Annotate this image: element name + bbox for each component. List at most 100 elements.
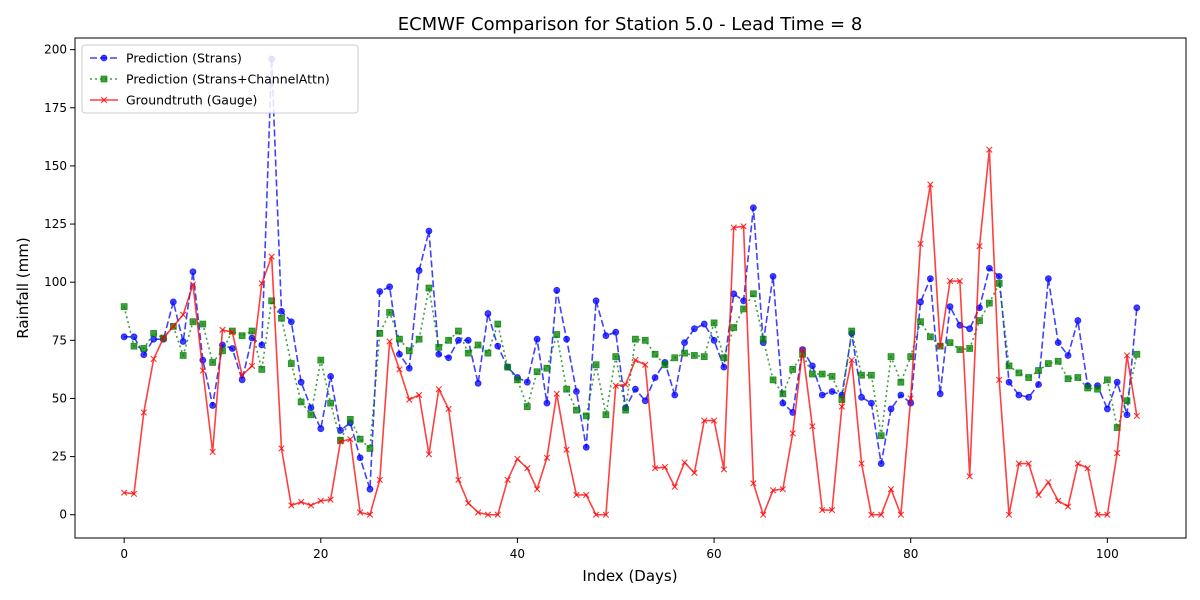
- data-point: [1133, 350, 1141, 358]
- data-point: [1025, 460, 1032, 467]
- data-point: [632, 335, 639, 343]
- data-point: [1015, 460, 1023, 467]
- data-point: [582, 412, 590, 420]
- data-point: [917, 240, 924, 248]
- x-tick-label: 0: [120, 547, 128, 561]
- data-point: [760, 511, 767, 518]
- data-point: [366, 485, 374, 493]
- data-point: [474, 379, 482, 387]
- data-point: [425, 227, 433, 235]
- data-point: [573, 491, 580, 499]
- data-point: [209, 448, 216, 456]
- data-point: [769, 376, 777, 384]
- data-point: [130, 490, 138, 498]
- data-point: [219, 347, 226, 355]
- data-point: [396, 366, 403, 373]
- data-point: [317, 497, 324, 504]
- data-point: [238, 332, 246, 340]
- data-point: [808, 362, 816, 370]
- data-point: [867, 399, 875, 407]
- y-axis-label: Rainfall (mm): [14, 237, 32, 338]
- data-point: [769, 487, 777, 494]
- data-point: [523, 378, 531, 386]
- data-point: [1133, 304, 1141, 312]
- legend-entry-2: Prediction (Strans+ChannelAttn): [90, 72, 330, 87]
- data-point: [1035, 367, 1042, 374]
- data-point: [130, 342, 138, 350]
- data-point: [730, 224, 737, 231]
- data-point: [1035, 491, 1042, 499]
- data-point: [946, 303, 954, 311]
- data-point: [1015, 369, 1023, 377]
- data-point: [789, 365, 797, 373]
- data-point: [612, 382, 619, 389]
- data-point: [405, 364, 413, 372]
- y-tick-label: 200: [44, 43, 67, 57]
- data-point: [917, 318, 924, 326]
- data-point: [700, 320, 708, 328]
- data-point: [287, 318, 295, 326]
- data-point: [701, 417, 708, 424]
- data-point: [415, 391, 423, 399]
- data-point: [543, 364, 551, 372]
- data-point: [868, 511, 875, 518]
- series-line: [124, 148, 1138, 516]
- data-point: [209, 402, 217, 409]
- data-point: [474, 341, 482, 349]
- data-point: [563, 385, 570, 393]
- data-point: [985, 264, 993, 272]
- data-point: [612, 328, 620, 336]
- data-point: [858, 393, 865, 401]
- data-point: [671, 483, 678, 491]
- data-point: [877, 460, 885, 467]
- chart-title: ECMWF Comparison for Station 5.0 - Lead …: [398, 14, 863, 35]
- data-point: [455, 327, 462, 335]
- data-point: [1045, 478, 1052, 486]
- data-point: [936, 390, 944, 398]
- data-point: [867, 371, 875, 379]
- data-point: [887, 485, 895, 493]
- data-point: [661, 463, 669, 471]
- data-point: [858, 371, 865, 379]
- legend-marker: [100, 75, 108, 83]
- data-point: [641, 336, 649, 344]
- data-point: [327, 372, 335, 380]
- data-point: [1044, 360, 1052, 367]
- data-point: [179, 311, 187, 318]
- data-point: [651, 465, 659, 472]
- data-point: [347, 435, 354, 443]
- data-point: [789, 430, 796, 437]
- data-point: [927, 181, 934, 188]
- data-point: [1055, 497, 1062, 504]
- data-point: [445, 336, 453, 344]
- data-point: [956, 346, 964, 354]
- data-point: [995, 279, 1003, 287]
- data-point: [740, 305, 747, 313]
- series-layer: [120, 55, 1141, 518]
- data-point: [887, 405, 895, 413]
- data-point: [818, 370, 826, 378]
- data-point: [1103, 405, 1111, 413]
- data-point: [1074, 460, 1082, 467]
- data-point: [445, 405, 452, 413]
- data-point: [651, 374, 659, 381]
- data-point: [710, 319, 718, 327]
- data-point: [838, 403, 846, 410]
- data-point: [248, 362, 256, 370]
- data-point: [356, 435, 364, 443]
- data-point: [887, 353, 895, 361]
- data-point: [484, 310, 492, 317]
- data-point: [396, 335, 403, 343]
- data-point: [592, 361, 600, 369]
- y-tick-label: 25: [52, 450, 67, 464]
- data-point: [937, 342, 944, 350]
- data-point: [1074, 317, 1082, 324]
- data-point: [553, 331, 561, 338]
- data-point: [1035, 381, 1042, 388]
- data-point: [474, 509, 482, 516]
- data-point: [612, 353, 620, 361]
- data-point: [1123, 397, 1131, 405]
- data-point: [691, 325, 698, 333]
- data-point: [779, 399, 787, 407]
